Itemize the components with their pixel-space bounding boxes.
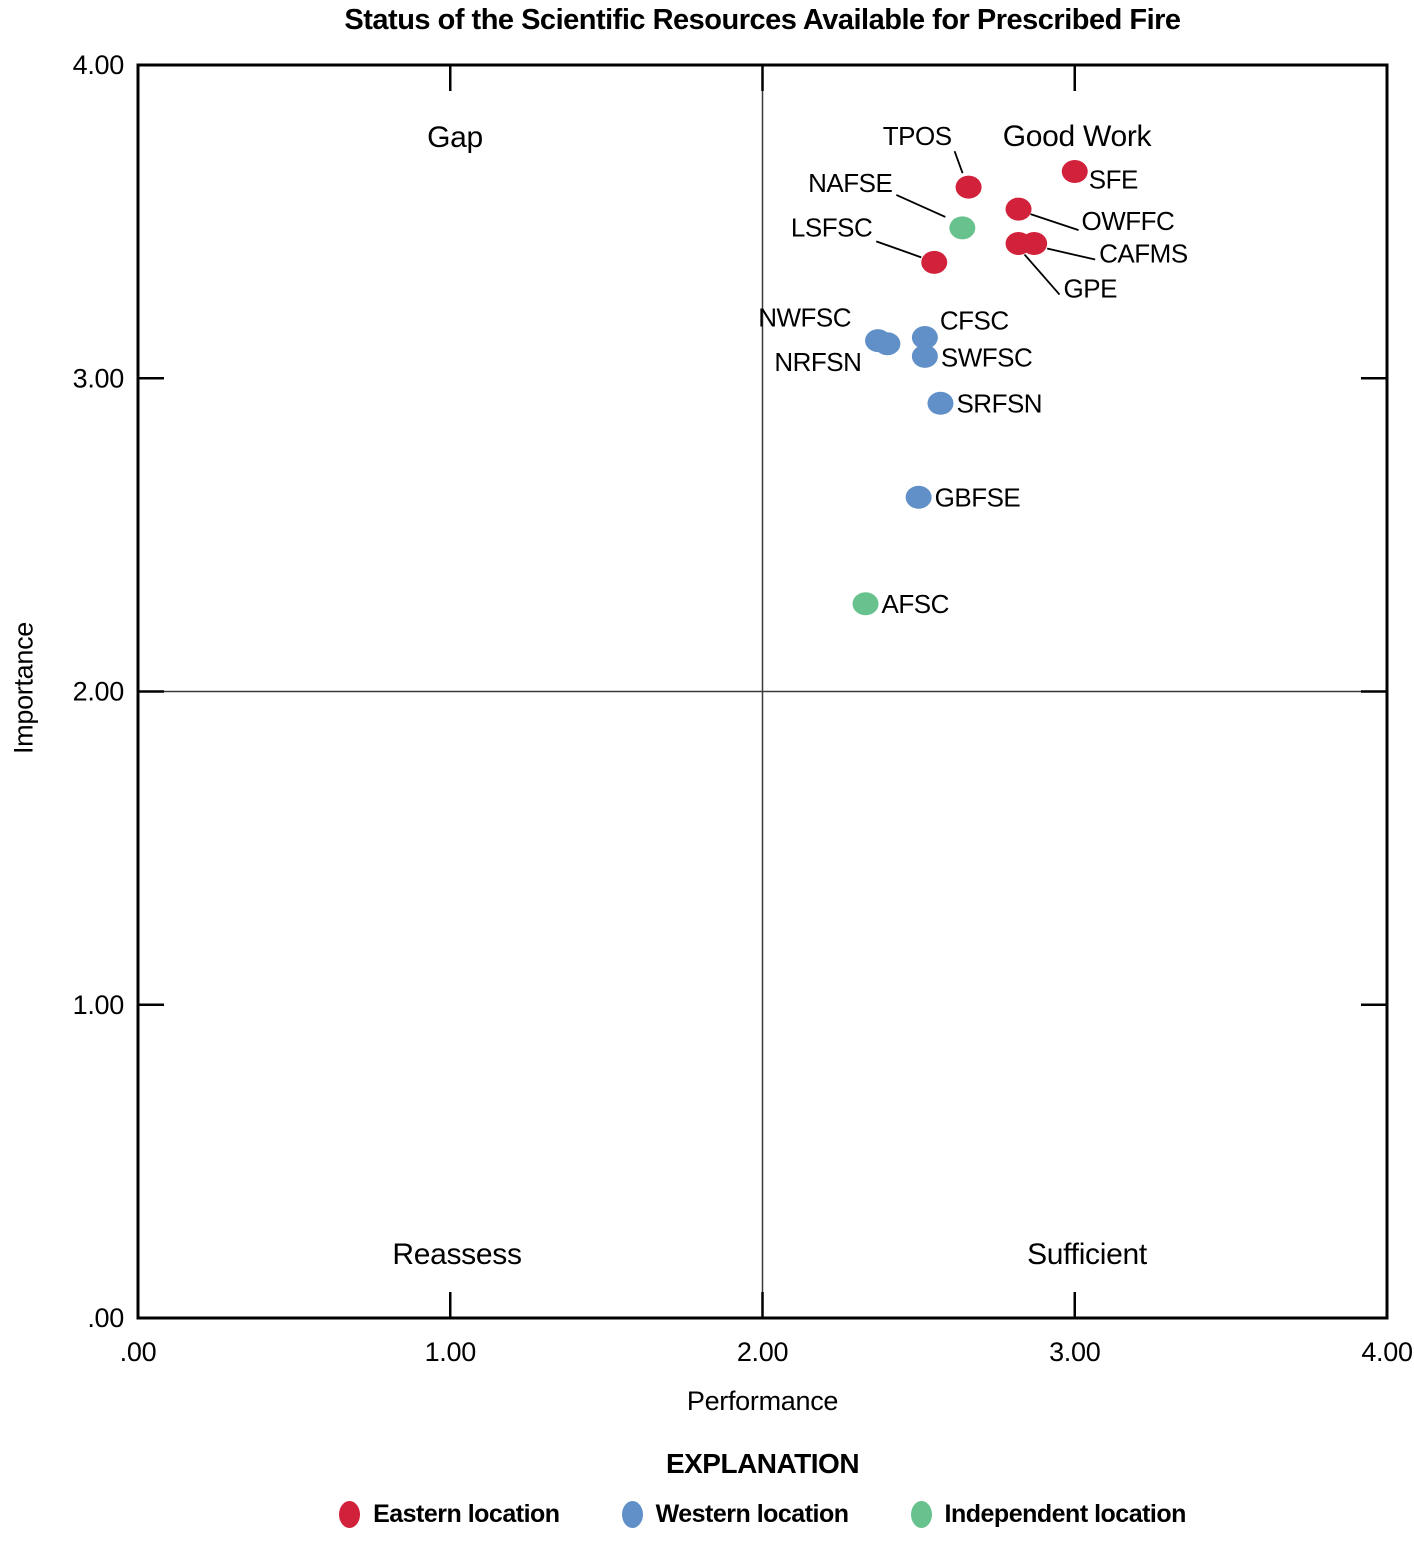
data-point-AFSC (852, 592, 879, 616)
leader-line-NAFSE (895, 194, 946, 218)
point-label-LSFSC: LSFSC (791, 212, 872, 242)
quadrant-label-gap: Gap (427, 121, 483, 154)
y-tick-label: .00 (87, 1303, 124, 1333)
y-tick-label: 1.00 (73, 990, 124, 1020)
point-label-SFE: SFE (1089, 165, 1138, 195)
point-label-TPOS: TPOS (883, 121, 952, 151)
western-location-dot-icon (621, 1501, 643, 1528)
data-point-CAFMS (1021, 232, 1048, 256)
point-label-CAFMS: CAFMS (1099, 239, 1188, 269)
legend-label-eastern: Eastern location (373, 1500, 560, 1528)
point-label-NRFSN: NRFSN (774, 347, 861, 377)
x-tick-label: 4.00 (1361, 1337, 1412, 1367)
data-point-NRFSN (874, 332, 901, 356)
data-point-NAFSE (949, 216, 976, 240)
point-label-AFSC: AFSC (882, 589, 949, 619)
legend-item-independent: Independent location (910, 1500, 1187, 1529)
eastern-location-dot-icon (339, 1501, 361, 1528)
legend: EXPLANATION Eastern location Western loc… (138, 1448, 1387, 1529)
x-tick-label: 3.00 (1049, 1337, 1100, 1367)
data-point-LSFSC (921, 250, 948, 274)
quadrant-label-good-work: Good Work (1002, 120, 1152, 153)
data-point-SFE (1061, 160, 1088, 184)
quadrant-label-sufficient: Sufficient (1027, 1238, 1147, 1271)
legend-item-eastern: Eastern location (339, 1500, 560, 1529)
x-tick-label: 1.00 (425, 1337, 476, 1367)
point-label-GPE: GPE (1064, 274, 1118, 304)
x-tick-label: 2.00 (737, 1337, 788, 1367)
leader-line-TPOS (953, 150, 964, 174)
point-label-OWFFC: OWFFC (1082, 206, 1175, 236)
data-point-OWFFC (1005, 197, 1032, 221)
data-point-GBFSE (905, 485, 932, 509)
y-tick-label: 3.00 (73, 363, 124, 393)
point-label-SRFSN: SRFSN (956, 388, 1042, 418)
legend-label-independent: Independent location (944, 1500, 1187, 1528)
point-label-NAFSE: NAFSE (808, 168, 892, 198)
independent-location-dot-icon (910, 1501, 932, 1528)
leader-line-LSFSC (875, 240, 922, 259)
quadrant-label-reassess: Reassess (392, 1238, 522, 1271)
chart-title: Status of the Scientific Resources Avail… (344, 4, 1181, 36)
point-label-NWFSC: NWFSC (758, 303, 851, 333)
y-tick-label: 4.00 (73, 50, 124, 80)
legend-row: Eastern location Western location Indepe… (138, 1500, 1387, 1529)
y-axis-title: Importance (8, 621, 39, 755)
legend-heading: EXPLANATION (665, 1448, 860, 1479)
data-point-TPOS (955, 175, 982, 199)
data-point-SWFSC (911, 344, 938, 368)
leader-line-CAFMS (1046, 247, 1096, 261)
point-label-SWFSC: SWFSC (941, 342, 1032, 372)
point-label-GBFSE: GBFSE (935, 482, 1021, 512)
x-axis-title: Performance (686, 1386, 839, 1416)
data-point-SRFSN (927, 391, 954, 415)
leader-line-GPE (1023, 253, 1061, 296)
x-tick-label: .00 (120, 1337, 157, 1367)
y-tick-label: 2.00 (73, 677, 124, 707)
legend-item-western: Western location (621, 1500, 849, 1529)
data-point-CFSC (911, 326, 938, 350)
leader-line-OWFFC (1030, 213, 1079, 231)
point-label-CFSC: CFSC (940, 306, 1009, 336)
legend-label-western: Western location (655, 1500, 849, 1528)
